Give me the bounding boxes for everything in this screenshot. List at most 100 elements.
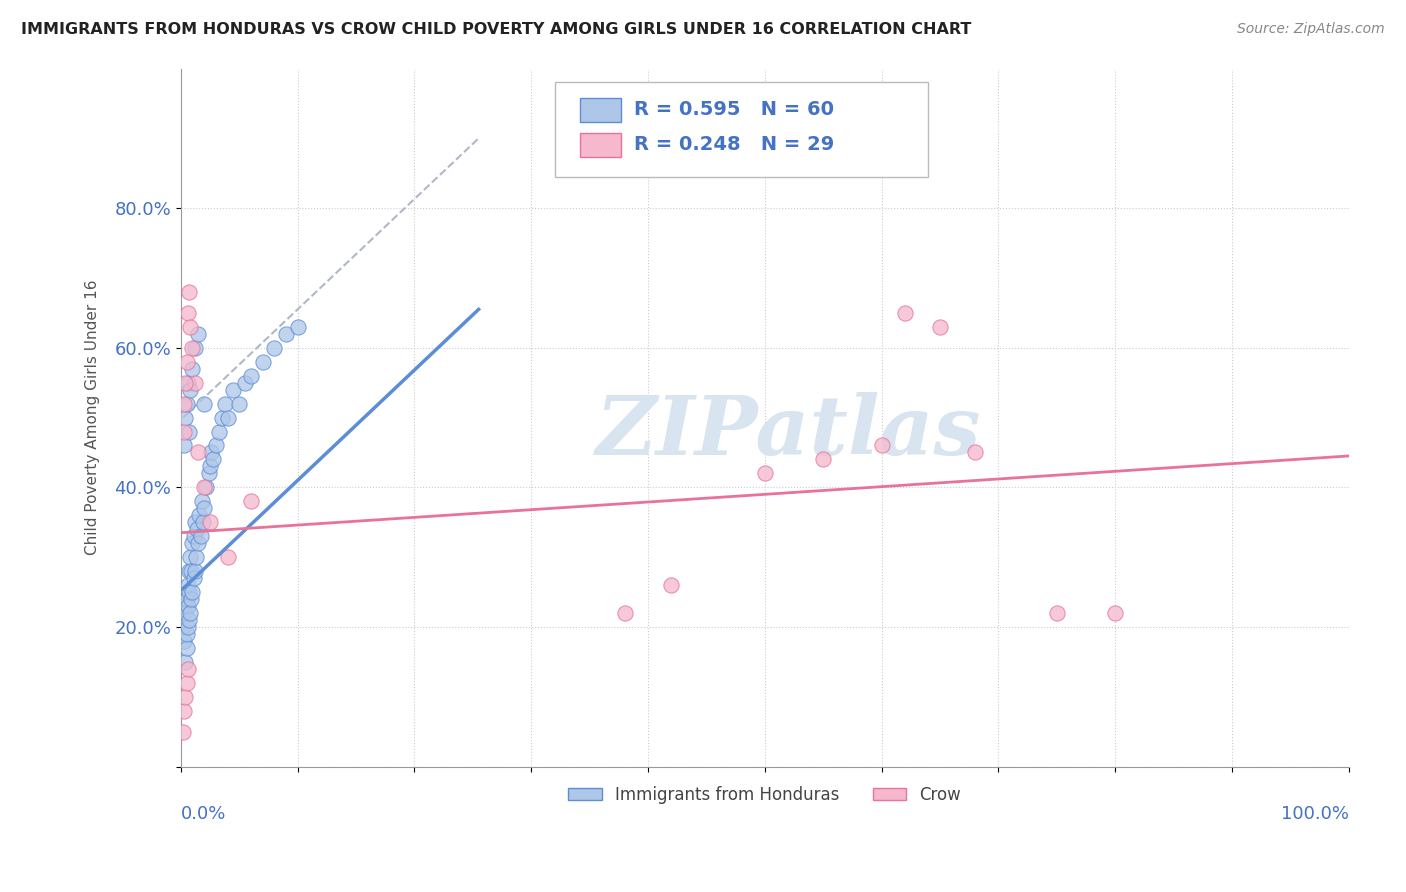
Point [228, 396, 250, 410]
Point [179, 383, 201, 397]
Point [176, 592, 198, 607]
Point [217, 550, 239, 565]
Text: ZIPatlas: ZIPatlas [595, 392, 981, 472]
Point [174, 376, 197, 390]
Point [222, 383, 245, 397]
Point [177, 306, 200, 320]
Point [195, 480, 218, 494]
Point [176, 396, 198, 410]
Point [184, 564, 207, 578]
Point [183, 571, 205, 585]
Point [173, 599, 195, 613]
Point [176, 355, 198, 369]
Point [177, 599, 200, 613]
Point [200, 445, 222, 459]
Point [613, 606, 636, 620]
Point [187, 536, 209, 550]
Point [811, 452, 834, 467]
FancyBboxPatch shape [554, 82, 928, 177]
Point [173, 704, 195, 718]
Point [177, 585, 200, 599]
Point [754, 467, 776, 481]
Point [176, 675, 198, 690]
Point [181, 361, 204, 376]
Point [287, 319, 309, 334]
Point [180, 564, 202, 578]
Point [172, 724, 194, 739]
Point [184, 516, 207, 530]
Point [198, 516, 221, 530]
Point [870, 438, 893, 452]
Point [1104, 606, 1126, 620]
Point [188, 508, 211, 523]
Y-axis label: Child Poverty Among Girls Under 16: Child Poverty Among Girls Under 16 [86, 280, 100, 556]
FancyBboxPatch shape [581, 98, 621, 122]
Text: 0.0%: 0.0% [181, 805, 226, 823]
Point [174, 690, 197, 704]
Point [181, 585, 204, 599]
Text: R = 0.595   N = 60: R = 0.595 N = 60 [634, 100, 834, 120]
Point [173, 425, 195, 439]
Text: Source: ZipAtlas.com: Source: ZipAtlas.com [1237, 22, 1385, 37]
FancyBboxPatch shape [581, 133, 621, 157]
Point [184, 550, 207, 565]
Point [202, 452, 225, 467]
Point [173, 396, 195, 410]
Point [177, 376, 200, 390]
Point [274, 326, 297, 341]
Point [205, 438, 228, 452]
Point [180, 592, 202, 607]
Point [183, 529, 205, 543]
Point [177, 425, 200, 439]
Point [177, 285, 200, 299]
Text: IMMIGRANTS FROM HONDURAS VS CROW CHILD POVERTY AMONG GIRLS UNDER 16 CORRELATION : IMMIGRANTS FROM HONDURAS VS CROW CHILD P… [21, 22, 972, 37]
Point [1046, 606, 1069, 620]
Point [233, 376, 256, 390]
Point [190, 529, 212, 543]
Point [173, 438, 195, 452]
Point [963, 445, 986, 459]
Point [176, 627, 198, 641]
Point [174, 655, 197, 669]
Text: 100.0%: 100.0% [1281, 805, 1348, 823]
Point [179, 319, 201, 334]
Point [198, 459, 221, 474]
Point [181, 341, 204, 355]
Point [181, 536, 204, 550]
Point [179, 606, 201, 620]
Point [894, 306, 917, 320]
Point [177, 578, 200, 592]
Point [193, 480, 215, 494]
Point [177, 613, 200, 627]
Point [659, 578, 682, 592]
Point [191, 494, 214, 508]
Point [174, 410, 197, 425]
Point [176, 640, 198, 655]
Point [179, 550, 201, 565]
Point [177, 662, 200, 676]
Point [186, 522, 208, 536]
Point [252, 355, 274, 369]
Point [177, 620, 200, 634]
Point [239, 494, 262, 508]
Point [184, 341, 207, 355]
Point [193, 501, 215, 516]
Point [174, 606, 197, 620]
Point [211, 410, 233, 425]
Point [929, 319, 952, 334]
Point [208, 425, 231, 439]
Point [184, 376, 207, 390]
Point [193, 396, 215, 410]
Point [172, 620, 194, 634]
Point [191, 516, 214, 530]
Legend: Immigrants from Honduras, Crow: Immigrants from Honduras, Crow [562, 780, 967, 811]
Point [187, 326, 209, 341]
Point [239, 368, 262, 383]
Point [214, 396, 236, 410]
Point [173, 634, 195, 648]
Point [217, 410, 239, 425]
Point [198, 467, 221, 481]
Text: R = 0.248   N = 29: R = 0.248 N = 29 [634, 135, 834, 154]
Point [263, 341, 285, 355]
Point [187, 445, 209, 459]
